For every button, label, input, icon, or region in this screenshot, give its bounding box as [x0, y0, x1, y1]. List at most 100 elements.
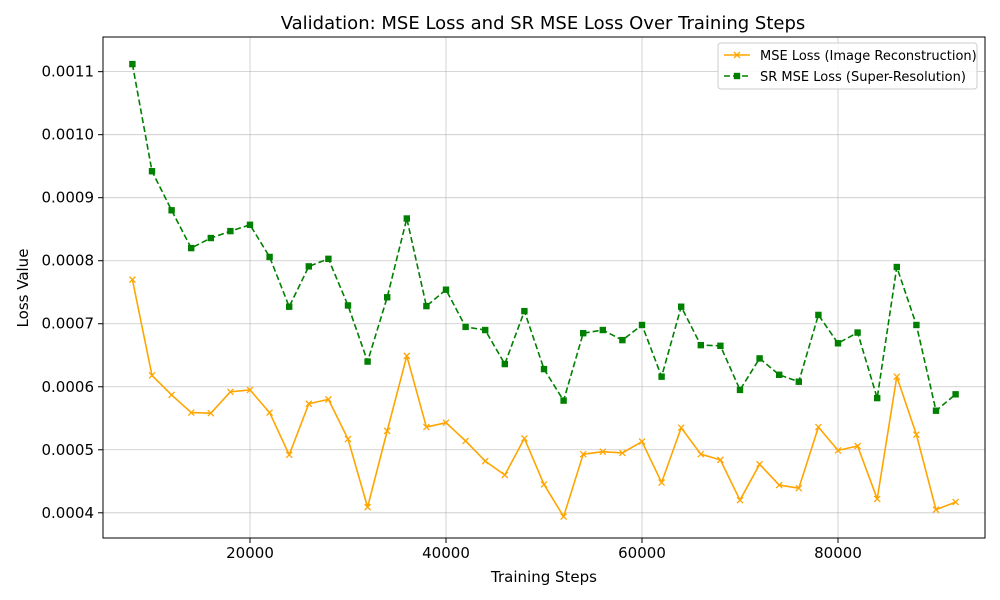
data-point [246, 221, 254, 228]
series-1 [128, 276, 960, 521]
data-point [756, 355, 763, 362]
y-tick-label: 0.0006 [42, 378, 95, 396]
data-point [481, 457, 489, 465]
plot-frame [102, 36, 986, 539]
data-point [795, 484, 803, 492]
data-point [716, 456, 724, 464]
legend-marker [733, 72, 741, 80]
data-point [618, 449, 626, 457]
data-point [756, 460, 764, 468]
data-point [599, 448, 607, 456]
data-point [403, 352, 411, 360]
data-point [148, 168, 156, 175]
data-point [932, 506, 940, 514]
data-point [540, 365, 548, 373]
legend-label: SR MSE Loss (Super-Resolution) [760, 70, 966, 85]
data-point [324, 395, 332, 403]
y-tick-label: 0.0004 [42, 504, 95, 522]
data-point [952, 498, 960, 506]
x-tick-label: 60000 [618, 544, 666, 562]
data-point [834, 340, 842, 347]
data-point [364, 503, 372, 511]
data-point [874, 394, 881, 402]
data-point [187, 409, 195, 417]
data-point [246, 386, 254, 394]
data-point [168, 391, 176, 399]
data-point [815, 311, 822, 319]
chart-title: Validation: MSE Loss and SR MSE Loss Ove… [281, 13, 806, 34]
data-point [462, 437, 470, 445]
data-point [266, 253, 273, 261]
data-point [932, 407, 940, 414]
data-point [834, 446, 842, 454]
legend-box [717, 42, 978, 90]
data-point [540, 480, 548, 488]
data-point [854, 329, 861, 336]
data-point [226, 388, 234, 396]
data-point [501, 360, 508, 368]
data-point [442, 286, 450, 293]
data-point [482, 326, 489, 334]
ticks: 20000 40000 60000 80000 0.0004 0.0005 0.0006 0.… [42, 63, 862, 562]
data-point [795, 378, 802, 385]
series-layer [128, 60, 960, 521]
data-point [462, 323, 469, 331]
y-tick-label: 0.0011 [42, 63, 95, 81]
data-point [560, 513, 568, 521]
data-point [638, 321, 646, 329]
data-point [658, 373, 665, 380]
data-point [717, 342, 724, 349]
data-point [207, 409, 215, 417]
data-point [422, 423, 430, 431]
data-point [168, 207, 175, 214]
data-point [325, 255, 332, 263]
data-point [952, 391, 959, 398]
data-point [521, 307, 528, 315]
data-point [580, 329, 587, 337]
y-tick-label: 0.0009 [42, 189, 95, 207]
data-point [560, 397, 567, 404]
data-point [442, 419, 450, 427]
data-point [501, 471, 509, 479]
legend-marker [733, 51, 741, 59]
legend-entry: SR MSE Loss (Super-Resolution) [724, 70, 966, 85]
data-point [344, 435, 352, 443]
x-axis-label: Training Steps [490, 568, 597, 586]
data-point [697, 341, 704, 349]
x-tick-label: 40000 [422, 544, 470, 562]
y-axis-label: Loss Value [14, 249, 32, 328]
data-point [873, 495, 881, 503]
data-point [266, 409, 274, 417]
y-tick-label: 0.0010 [42, 126, 95, 144]
data-point [579, 450, 587, 458]
data-point [736, 386, 744, 394]
data-point [736, 496, 744, 504]
data-point [893, 263, 900, 271]
data-point [913, 321, 920, 329]
data-point [129, 60, 136, 68]
data-point [128, 276, 136, 284]
data-point [305, 263, 312, 270]
data-point [207, 234, 214, 242]
data-point [814, 423, 822, 431]
data-point [893, 373, 901, 381]
data-point [775, 481, 783, 489]
data-point [148, 371, 156, 379]
y-tick-label: 0.0008 [42, 252, 95, 270]
data-point [678, 303, 685, 310]
x-tick-label: 80000 [814, 544, 862, 562]
data-point [286, 303, 293, 310]
data-point [227, 227, 234, 235]
data-point [520, 434, 528, 442]
data-point [383, 427, 391, 435]
data-point [403, 215, 410, 222]
data-point [638, 438, 646, 446]
legend-label: MSE Loss (Image Reconstruction) [760, 49, 977, 64]
legend: MSE Loss (Image Reconstruction) SR MSE Lo… [717, 42, 978, 90]
data-point [344, 302, 352, 309]
data-point [697, 450, 705, 458]
data-point [776, 371, 783, 378]
data-point [854, 442, 862, 450]
